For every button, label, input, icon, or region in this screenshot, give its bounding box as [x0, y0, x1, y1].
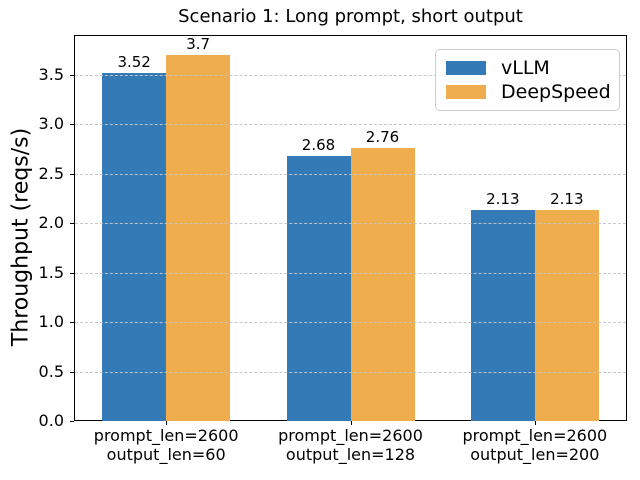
legend-label: vLLM	[501, 57, 550, 79]
y-tick-mark	[70, 223, 74, 225]
bar-vllm-group1	[102, 72, 167, 421]
y-tick-label: 1.5	[38, 262, 64, 282]
x-tick-label-line: prompt_len=2600	[278, 426, 423, 445]
bar-deepspeed-group1	[166, 54, 231, 421]
x-tick-mark	[534, 421, 536, 425]
bar-value-label: 2.13	[550, 190, 584, 209]
y-tick-label: 0.0	[38, 411, 64, 430]
legend: vLLM DeepSpeed	[435, 49, 620, 111]
legend-item-deepspeed: DeepSpeed	[446, 81, 611, 103]
x-tick-label-line: prompt_len=2600	[93, 426, 239, 445]
bar-value-label: 3.52	[117, 52, 151, 71]
gridline-y-3.5	[75, 74, 626, 76]
y-tick-mark	[70, 371, 74, 373]
bar-value-label: 2.68	[301, 135, 336, 154]
x-tick-label-line: output_len=60	[106, 445, 226, 464]
x-tick-label-group3: prompt_len=2600 output_len=200	[425, 426, 640, 464]
y-tick-label: 2.0	[38, 213, 64, 233]
legend-swatch-vllm	[446, 61, 486, 75]
x-tick-label-line: output_len=200	[470, 445, 600, 464]
y-tick-label: 2.5	[38, 163, 64, 183]
y-tick-label: 1.0	[38, 312, 64, 332]
gridline-y-3.0	[75, 124, 626, 126]
gridline-y-2.5	[75, 173, 626, 175]
legend-swatch-deepspeed	[446, 85, 486, 99]
y-tick-mark	[70, 272, 74, 274]
bar-vllm-group2	[286, 155, 351, 421]
y-tick-mark	[70, 74, 74, 76]
gridline-y-1.0	[75, 322, 626, 324]
y-tick-mark	[70, 124, 74, 126]
gridline-y-0.5	[75, 371, 626, 373]
bar-value-label: 2.13	[486, 190, 520, 209]
legend-item-vllm: vLLM	[446, 57, 609, 79]
legend-label: DeepSpeed	[501, 81, 611, 103]
y-tick-mark	[70, 322, 74, 324]
y-tick-label: 0.5	[38, 361, 64, 381]
y-tick-label: 3.5	[38, 64, 64, 84]
x-tick-mark	[166, 421, 168, 425]
bar-vllm-group3	[470, 210, 535, 421]
x-tick-label-group2: prompt_len=2600 output_len=128	[241, 426, 461, 464]
bar-deepspeed-group2	[350, 147, 415, 421]
chart-title: Scenario 1: Long prompt, short output	[178, 6, 523, 27]
y-tick-label: 3.0	[38, 114, 64, 134]
bar-deepspeed-group3	[534, 210, 599, 421]
x-tick-label-line: output_len=128	[285, 445, 416, 464]
x-tick-label-group1: prompt_len=2600 output_len=60	[56, 426, 276, 464]
bar-value-label: 2.76	[365, 127, 400, 146]
x-tick-mark	[350, 421, 352, 425]
gridline-y-2.0	[75, 223, 626, 225]
bar-value-label: 3.7	[186, 34, 211, 53]
y-tick-mark	[70, 173, 74, 175]
gridline-y-1.5	[75, 272, 626, 274]
x-tick-label-line: prompt_len=2600	[462, 426, 608, 445]
y-tick-mark	[70, 421, 74, 422]
